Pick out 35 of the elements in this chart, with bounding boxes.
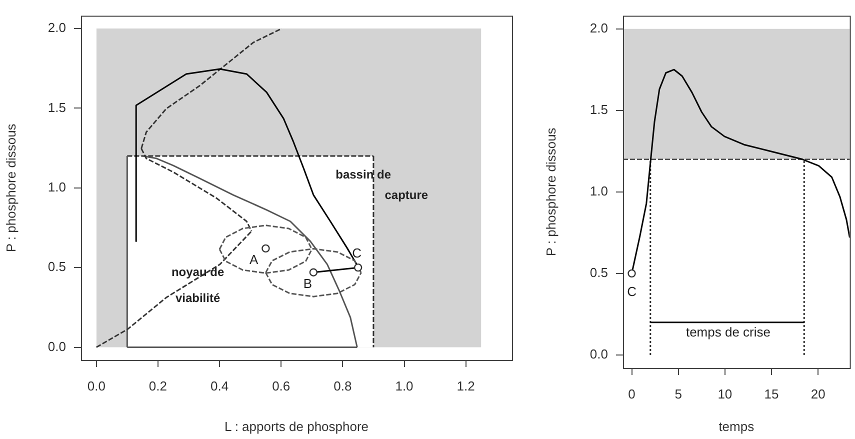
y-tick-label: 2.0 [48, 20, 66, 36]
x-tick-label: 5 [674, 386, 682, 402]
y-tick-label: 2.0 [590, 20, 608, 36]
x-tick-label: 0 [628, 386, 636, 402]
y-tick-label: 0.5 [48, 259, 66, 274]
annotation: C [352, 246, 362, 261]
x-tick-label: 1.0 [395, 378, 414, 394]
y-tick-label: 0.5 [590, 265, 608, 280]
annotation: B [303, 276, 312, 291]
x-tick-label: 0.2 [148, 378, 168, 394]
annotation: C [627, 284, 637, 299]
y-tick-label: 1.5 [590, 102, 608, 117]
y-axis-title: P : phosphore dissous [543, 127, 558, 256]
y-tick-label: 0.0 [48, 338, 66, 354]
x-tick-label: 0.0 [87, 378, 106, 394]
x-axis-title: temps [718, 418, 755, 434]
y-axis-title: P : phosphore dissous [3, 123, 18, 252]
x-tick-label: 0.4 [210, 378, 229, 394]
y-tick-label: 0.0 [590, 346, 608, 362]
annotation: A [249, 252, 258, 267]
x-tick-label: 20 [810, 386, 826, 402]
x-tick-label: 10 [718, 386, 732, 402]
y-tick-label: 1.5 [48, 100, 66, 115]
annotation: capture [384, 188, 428, 202]
annotation: bassin de [336, 167, 392, 182]
y-tick-label: 1.0 [590, 183, 608, 198]
x-tick-label: 0.6 [272, 378, 290, 394]
x-axis-title: L : apports de phosphore [224, 418, 369, 434]
annotation: temps de crise [686, 324, 771, 340]
x-tick-label: 1.2 [456, 378, 475, 394]
y-tick-label: 1.0 [48, 179, 66, 194]
x-tick-label: 15 [764, 386, 779, 402]
annotation: viabilité [175, 291, 220, 306]
x-tick-label: 0.8 [334, 378, 352, 394]
annotation: noyau de [171, 264, 224, 279]
